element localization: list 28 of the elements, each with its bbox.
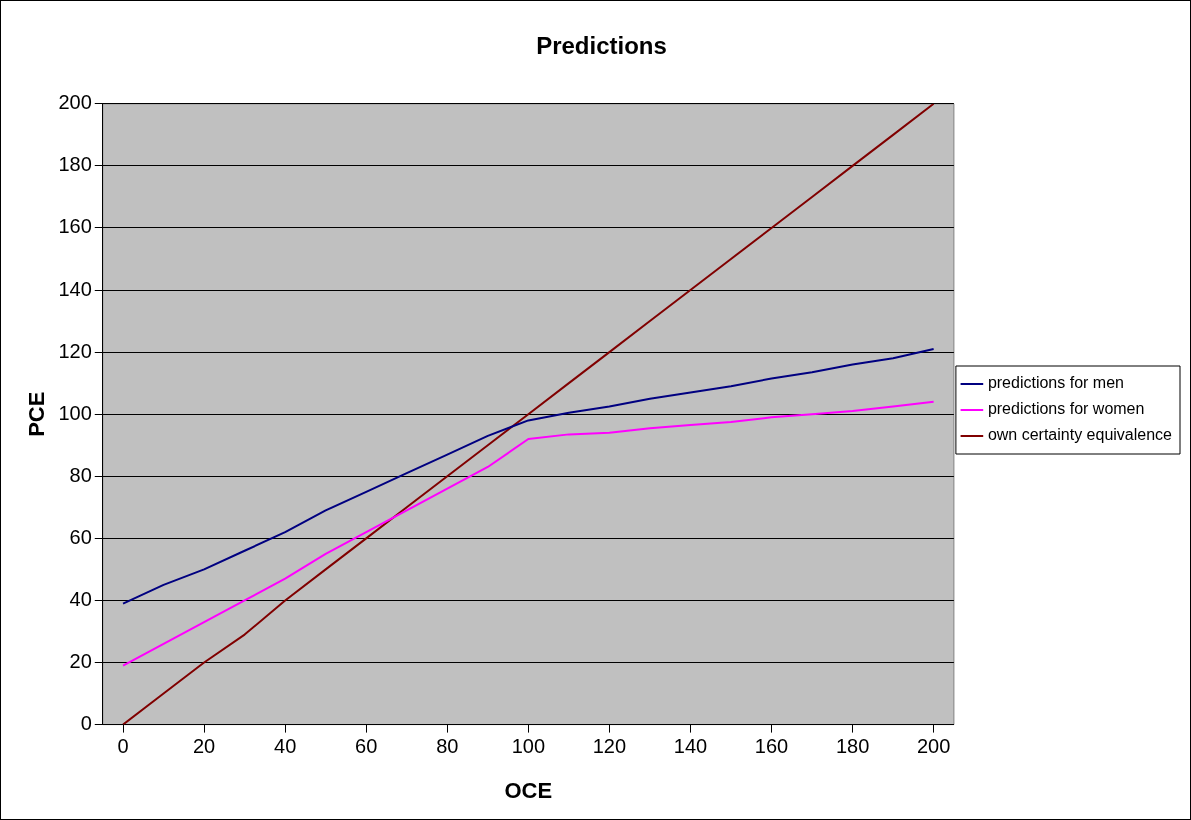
- y-tick-label: 0: [80, 712, 92, 735]
- x-axis-title: OCE: [504, 777, 553, 803]
- x-tick-label: 60: [355, 735, 378, 758]
- x-tick-label: 160: [754, 735, 789, 758]
- y-tick-label: 160: [58, 215, 92, 238]
- y-tick-label: 60: [69, 525, 92, 548]
- legend-label: own certainty equivalence: [987, 426, 1173, 444]
- x-tick-label: 20: [192, 735, 216, 758]
- legend-label: predictions for men: [987, 374, 1124, 392]
- x-tick-label: 0: [117, 735, 129, 758]
- y-axis-title: PCE: [24, 391, 50, 437]
- y-tick-label: 140: [58, 277, 92, 300]
- y-tick-label: 80: [69, 463, 92, 486]
- x-tick-label: 100: [511, 735, 546, 758]
- legend-label: predictions for women: [987, 400, 1145, 418]
- y-tick-label: 20: [69, 650, 92, 673]
- x-tick-label: 140: [673, 735, 708, 758]
- y-tick-label: 100: [58, 401, 92, 424]
- chart-title: Predictions: [536, 32, 667, 60]
- x-tick-label: 200: [916, 735, 951, 758]
- y-tick-label: 180: [58, 153, 92, 176]
- y-tick-label: 120: [58, 339, 92, 362]
- x-tick-label: 40: [274, 735, 297, 758]
- x-tick-label: 80: [436, 735, 459, 758]
- x-tick-label: 180: [835, 735, 870, 758]
- y-tick-label: 200: [58, 91, 92, 114]
- x-tick-label: 120: [592, 735, 627, 758]
- y-tick-label: 40: [69, 587, 92, 610]
